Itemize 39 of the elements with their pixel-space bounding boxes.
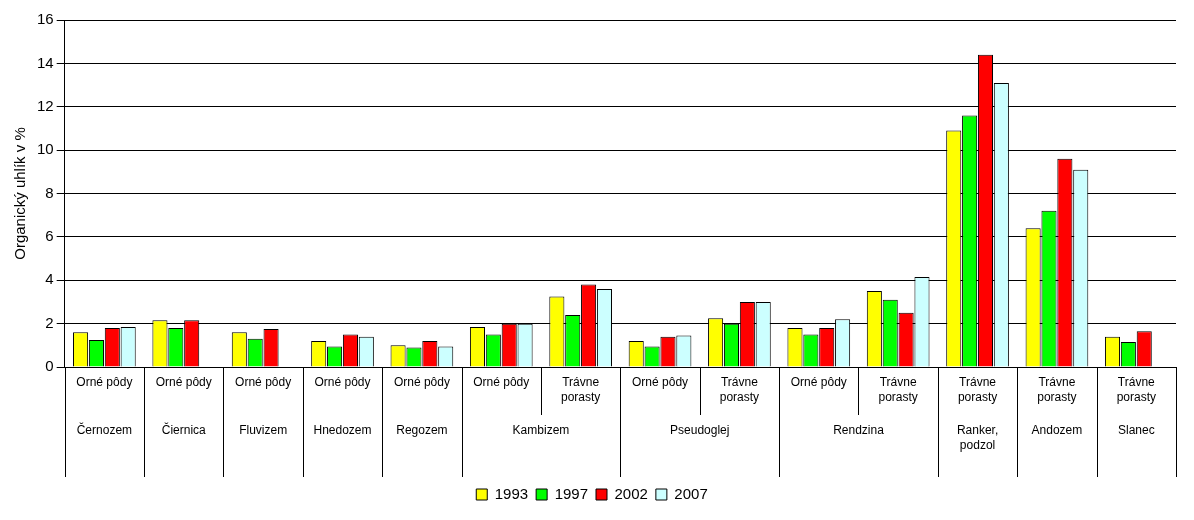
x-tick-label: Trávne porasty xyxy=(1116,375,1156,405)
x-tick-label: Orné pôdy xyxy=(393,375,450,390)
text: Černozem xyxy=(76,422,133,438)
legend-label: 2002 xyxy=(614,484,648,502)
text: Slanec xyxy=(1117,423,1155,438)
text: Fluvizem xyxy=(239,423,288,438)
y-tick-label: 12 xyxy=(37,96,54,114)
x-tick-label: Orné pôdy xyxy=(473,375,530,390)
x-tick-label: Orné pôdy xyxy=(790,375,847,390)
x-tick-label: Orné pôdy xyxy=(76,375,133,390)
x-tick-label: Orné pôdy xyxy=(632,375,689,390)
x-tick-label: Orné pôdy xyxy=(235,375,292,390)
text: Kambizem xyxy=(512,423,570,438)
x-tick-label: Trávne porasty xyxy=(878,375,918,405)
text: Hnedozem xyxy=(313,423,372,438)
y-tick-label: 2 xyxy=(45,313,54,331)
legend-label: 1993 xyxy=(494,484,529,502)
y-tick-label: 16 xyxy=(37,10,54,28)
x-tick-label: Orné pôdy xyxy=(155,375,212,390)
x-tick-label: Trávne porasty xyxy=(1037,375,1077,405)
y-tick-label: 4 xyxy=(45,270,54,288)
text: Rendzina xyxy=(833,423,885,438)
x-tick-label: Orné pôdy xyxy=(314,375,371,390)
text: Ranker, podzol xyxy=(956,423,999,453)
x-tick-label: Trávne porasty xyxy=(560,375,601,405)
text: Pseudoglej xyxy=(670,423,730,438)
y-tick-label: 14 xyxy=(37,53,54,71)
text: Regozem xyxy=(396,423,448,438)
y-axis-title: Organický uhlík v % xyxy=(11,127,29,260)
y-tick-label: 6 xyxy=(45,227,54,245)
legend-label: 2007 xyxy=(674,484,708,502)
y-tick-label: 8 xyxy=(45,183,54,201)
x-tick-label: Trávne porasty xyxy=(719,375,760,405)
text: Čiernica xyxy=(161,422,207,438)
legend-label: 1997 xyxy=(554,484,589,502)
y-tick-label: 10 xyxy=(37,140,54,158)
text: Andozem xyxy=(1031,423,1083,438)
x-tick-label: Trávne porasty xyxy=(957,375,998,405)
y-tick-label: 0 xyxy=(45,357,54,375)
